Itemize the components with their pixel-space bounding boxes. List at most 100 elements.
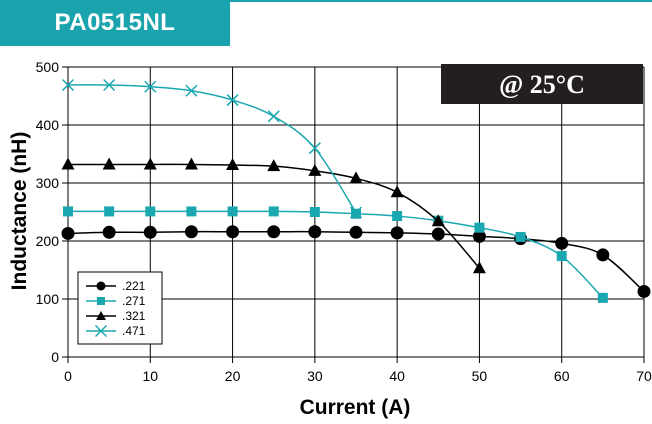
x-tick-label: 70 — [636, 368, 652, 384]
x-marker-stroke — [185, 84, 198, 97]
data-point — [556, 251, 567, 262]
data-point — [515, 231, 526, 242]
data-point — [474, 222, 485, 233]
data-point — [227, 206, 238, 217]
legend-box — [77, 271, 163, 345]
data-point — [555, 236, 569, 250]
legend-marker — [96, 311, 106, 320]
legend-label: .271 — [122, 294, 146, 308]
y-tick-label: 300 — [36, 175, 60, 191]
x-tick-label: 50 — [472, 368, 488, 384]
chart-grid — [62, 66, 645, 363]
data-point — [431, 227, 445, 241]
condition-box: @ 25°C — [441, 64, 643, 104]
x-marker-stroke — [103, 78, 116, 92]
condition-box-bg — [441, 64, 643, 104]
data-point — [226, 225, 240, 239]
series-321 — [61, 157, 486, 274]
data-point — [637, 284, 651, 298]
data-point — [472, 261, 486, 274]
data-point — [351, 208, 361, 219]
data-point — [349, 225, 363, 239]
data-point — [63, 206, 73, 217]
data-point — [309, 207, 320, 217]
data-point — [267, 159, 281, 172]
data-point — [431, 214, 445, 227]
part-number-tab: PA0515NL — [0, 0, 230, 46]
y-tick-label: 0 — [51, 349, 59, 365]
y-tick-label: 100 — [36, 291, 60, 307]
data-point — [267, 110, 280, 123]
data-point — [268, 206, 279, 217]
data-point — [390, 226, 404, 240]
data-point — [185, 84, 198, 97]
legend-marker — [94, 324, 108, 338]
x-tick-label: 60 — [554, 368, 570, 384]
x-marker-stroke — [349, 206, 363, 219]
x-tick-labels: 0 10 20 30 40 50 60 70 — [64, 368, 652, 384]
data-point — [308, 163, 322, 176]
x-tick-label: 30 — [307, 368, 323, 384]
series-471 — [61, 78, 363, 219]
x-marker-stroke — [226, 94, 239, 107]
legend-item: .221 — [86, 279, 146, 293]
series-221 — [61, 225, 651, 298]
x-tick-label: 0 — [64, 368, 72, 384]
x-tick-label: 40 — [389, 368, 405, 384]
x-marker-stroke — [94, 324, 108, 338]
data-point — [392, 211, 403, 222]
data-point — [349, 206, 363, 219]
legend-label: .471 — [122, 324, 146, 338]
legend-marker — [97, 297, 105, 305]
x-marker-stroke — [267, 110, 280, 123]
part-number-title: PA0515NL — [54, 9, 176, 36]
legend-marker — [96, 281, 106, 291]
chart-series — [61, 78, 651, 303]
y-tick-label: 500 — [36, 59, 60, 75]
data-point — [61, 157, 75, 170]
data-point — [145, 206, 156, 217]
legend-label: .221 — [122, 279, 146, 293]
data-point — [226, 94, 239, 107]
x-axis-title: Current (A) — [300, 396, 411, 419]
data-point — [308, 225, 322, 239]
x-tick-label: 20 — [225, 368, 241, 384]
y-tick-label: 400 — [36, 117, 60, 133]
data-point — [186, 206, 197, 217]
data-point — [102, 225, 116, 239]
x-marker-stroke — [308, 142, 321, 155]
chart-legend: .221.271.321.471 — [77, 271, 163, 345]
y-tick-labels: 0 100 200 300 400 500 — [36, 59, 60, 365]
x-marker-stroke — [144, 80, 157, 93]
data-point — [184, 225, 198, 239]
data-point — [267, 225, 281, 239]
y-axis-title: Inductance (nH) — [8, 132, 31, 291]
data-point — [104, 206, 115, 217]
data-point — [597, 292, 608, 303]
data-point — [184, 157, 198, 170]
data-point — [103, 78, 116, 92]
condition-label: @ 25°C — [499, 70, 585, 99]
data-point — [308, 142, 321, 155]
y-tick-label: 200 — [36, 233, 60, 249]
x-marker-stroke — [61, 78, 75, 92]
data-point — [472, 229, 486, 243]
data-point — [390, 185, 404, 198]
data-point — [226, 158, 240, 171]
legend-item: .321 — [86, 309, 146, 323]
data-point — [61, 226, 75, 240]
x-tick-label: 10 — [142, 368, 158, 384]
data-point — [143, 157, 157, 170]
data-point — [596, 248, 610, 262]
legend-label: .321 — [122, 309, 146, 323]
series-271 — [63, 206, 608, 303]
series-line — [67, 84, 357, 213]
header-rule — [230, 0, 652, 2]
data-point — [102, 157, 116, 170]
legend-item: .271 — [86, 294, 146, 308]
data-point — [349, 171, 363, 184]
data-point — [61, 78, 75, 92]
data-point — [143, 225, 157, 239]
legend-item: .471 — [86, 324, 146, 338]
